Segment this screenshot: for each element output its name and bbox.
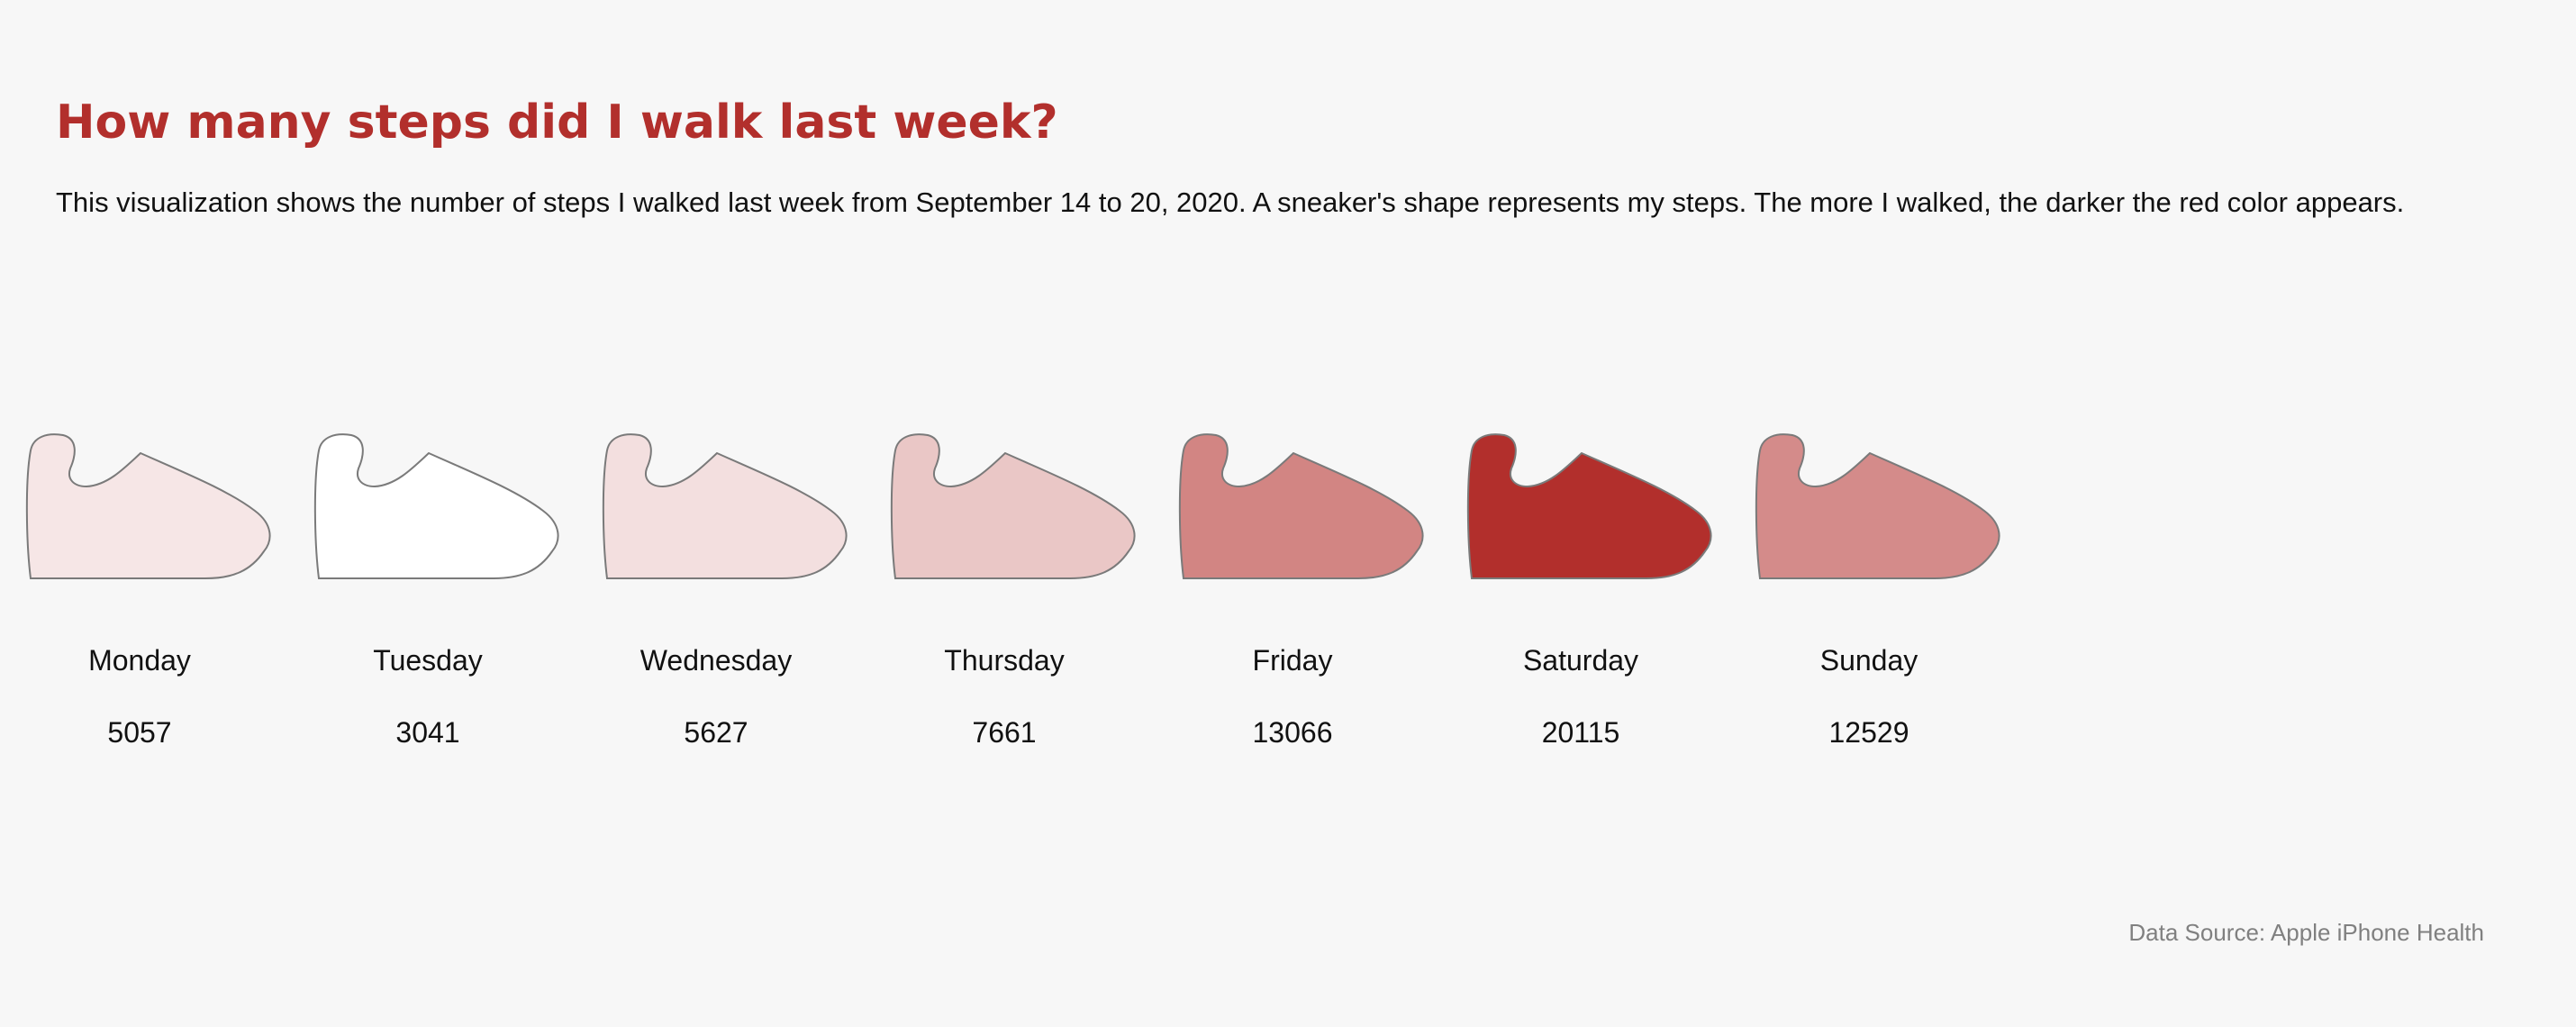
chart-description: This visualization shows the number of s… (56, 186, 2405, 218)
sneaker-icon (1466, 433, 1712, 579)
step-count-label: 12529 (1829, 716, 1909, 749)
day-label: Monday (88, 644, 191, 677)
sneaker-icon (602, 433, 848, 579)
day-label: Sunday (1820, 644, 1918, 677)
step-count-label: 20115 (1542, 716, 1620, 749)
page-title: How many steps did I walk last week? (56, 95, 1058, 150)
sneaker-icon (1178, 433, 1424, 579)
step-count-label: 5627 (684, 716, 748, 749)
data-source: Data Source: Apple iPhone Health (2128, 919, 2484, 946)
step-count-label: 5057 (107, 716, 171, 749)
day-label: Saturday (1523, 644, 1638, 677)
day-label: Thursday (944, 644, 1064, 677)
day-label: Friday (1253, 644, 1333, 677)
sneaker-icon (890, 433, 1136, 579)
step-count-label: 3041 (395, 716, 459, 749)
sneaker-icon (1755, 433, 2000, 579)
step-count-label: 13066 (1253, 716, 1333, 749)
day-label: Wednesday (640, 644, 792, 677)
sneaker-icon (313, 433, 559, 579)
sneaker-icon (25, 433, 271, 579)
step-count-label: 7661 (972, 716, 1036, 749)
day-label: Tuesday (373, 644, 483, 677)
